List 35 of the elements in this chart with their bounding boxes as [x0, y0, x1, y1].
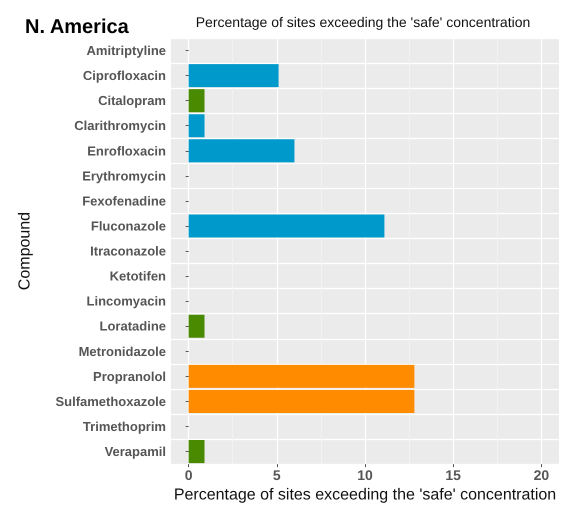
- x-tick-label: 15: [445, 467, 462, 484]
- y-tick-label: Citalopram: [98, 93, 166, 108]
- y-tick-label: Propranolol: [93, 368, 166, 384]
- y-tick-label: Sulfamethoxazole: [55, 394, 166, 409]
- bar: [188, 390, 414, 413]
- y-axis-title: Compound: [16, 212, 34, 290]
- y-tick-label: Fluconazole: [90, 218, 166, 234]
- x-tick-label: 20: [534, 467, 550, 484]
- y-tick-label: Metronidazole: [78, 344, 166, 359]
- bar: [188, 314, 205, 338]
- bar: [188, 440, 205, 464]
- y-tick-label: Loratadine: [100, 318, 166, 334]
- x-tick-label: 5: [272, 467, 281, 484]
- bar: [188, 114, 205, 138]
- bar: [188, 89, 205, 112]
- y-tick-label: Lincomyacin: [86, 294, 166, 309]
- x-axis-title: Percentage of sites exceeding the 'safe' concentration: [174, 486, 556, 504]
- y-tick-label: Amitriptyline: [86, 43, 166, 58]
- y-tick-label: Itraconazole: [90, 244, 166, 259]
- y-tick-label: Ketotifen: [110, 268, 166, 284]
- bar: [188, 364, 414, 388]
- bar: [188, 139, 294, 162]
- x-tick-label: 10: [357, 467, 373, 484]
- chart-subtitle: Percentage of sites exceeding the 'safe' concentration: [196, 14, 530, 30]
- y-tick-label: Erythromycin: [82, 168, 166, 184]
- y-tick-label: Verapamil: [104, 444, 166, 460]
- y-tick-label: Fexofenadine: [82, 193, 166, 208]
- y-tick-label: Trimethoprim: [82, 419, 166, 434]
- chart-title: N. America: [25, 16, 130, 38]
- y-tick-label: Ciprofloxacin: [82, 68, 166, 84]
- y-tick-label: Enrofloxacin: [87, 143, 166, 158]
- x-tick-label: 0: [184, 467, 193, 484]
- bar: [188, 64, 279, 88]
- bar: [188, 214, 384, 238]
- y-tick-label: Clarithromycin: [74, 118, 166, 134]
